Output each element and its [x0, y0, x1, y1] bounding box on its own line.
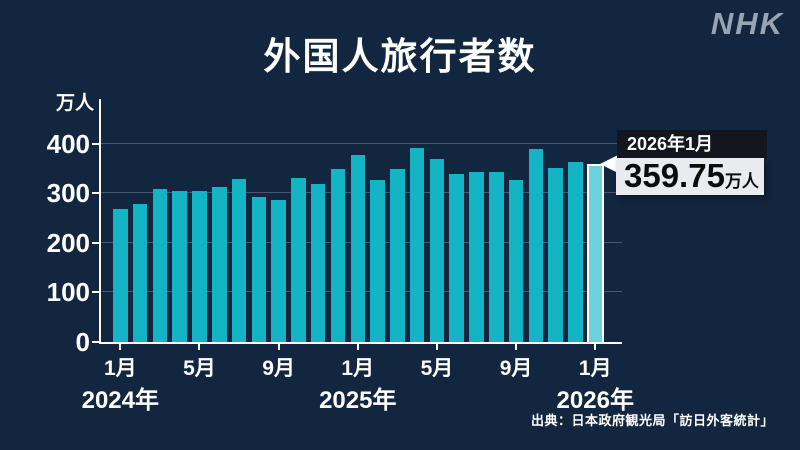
month-label-2024年5月: 5月	[183, 357, 216, 380]
callout-value-number: 359.75	[624, 157, 725, 194]
callout-arrow	[600, 155, 618, 173]
callout-date-label: 2026年1月	[617, 130, 767, 158]
bar-2024年12月	[330, 168, 346, 342]
bar-2025年6月	[449, 174, 464, 342]
bar-2025年11月	[548, 168, 563, 342]
bar-2024年9月	[271, 199, 286, 342]
bar-2025年3月	[390, 168, 405, 342]
bar-2025年10月	[528, 148, 544, 342]
bar-2024年11月	[310, 183, 326, 342]
y-axis-unit-label: 万人	[55, 93, 94, 114]
month-label-2026年1月: 1月	[578, 357, 612, 380]
month-label-2025年9月: 9月	[499, 357, 533, 380]
month-label-2025年5月: 5月	[420, 357, 454, 380]
y-tick-300	[92, 192, 100, 195]
year-label-2025年: 2025年	[319, 387, 397, 414]
bar-2024年5月	[192, 191, 207, 342]
bar-2024年6月	[212, 186, 227, 342]
y-label-100: 100	[46, 277, 90, 308]
y-label-0: 0	[75, 327, 90, 357]
source-attribution: 出典：日本政府観光局「訪日外客統計」	[530, 413, 774, 428]
y-tick-0	[92, 341, 100, 343]
bar-2025年12月	[568, 161, 583, 342]
y-label-400: 400	[46, 128, 90, 159]
callout-value: 359.75万人	[616, 158, 764, 195]
bar-2024年7月	[231, 178, 247, 342]
x-tick-2025年5月	[435, 344, 438, 350]
bar-2024年10月	[291, 177, 306, 342]
bar-2026年1月	[587, 163, 604, 342]
bar-2024年3月	[152, 189, 168, 342]
month-label-2025年1月: 1月	[341, 357, 375, 380]
chart-title: 外国人旅行者数	[263, 36, 537, 77]
x-tick-2025年1月	[356, 344, 359, 350]
y-label-200: 200	[46, 227, 90, 258]
x-tick-2024年9月	[277, 344, 280, 350]
y-tick-200	[92, 241, 100, 244]
bar-2025年7月	[469, 171, 484, 342]
bar-2025年2月	[370, 180, 385, 342]
x-tick-2025年9月	[515, 344, 518, 350]
callout-value-unit: 万人	[724, 172, 759, 191]
bar-2025年4月	[409, 148, 425, 342]
month-label-2024年9月: 9月	[262, 357, 295, 380]
year-label-2024年: 2024年	[81, 387, 159, 414]
bar-2025年5月	[429, 158, 445, 342]
bar-2024年4月	[172, 191, 187, 342]
y-tick-400	[92, 142, 100, 145]
bar-2024年8月	[251, 196, 267, 342]
bar-2025年1月	[350, 154, 366, 342]
year-label-2026年: 2026年	[556, 387, 634, 414]
y-tick-100	[92, 291, 100, 294]
bar-2025年9月	[508, 179, 524, 342]
month-label-2024年1月: 1月	[103, 357, 137, 380]
bar-2025年8月	[489, 172, 504, 342]
y-label-300: 300	[46, 178, 90, 209]
gridline-400	[101, 142, 622, 144]
bar-2024年1月	[113, 208, 128, 342]
bar-2024年2月	[132, 203, 148, 342]
x-tick-2024年1月	[119, 344, 122, 350]
nhk-logo: NHK	[710, 6, 784, 41]
plot-area	[99, 99, 622, 344]
x-tick-2026年1月	[594, 344, 597, 350]
x-tick-2024年5月	[198, 344, 201, 350]
